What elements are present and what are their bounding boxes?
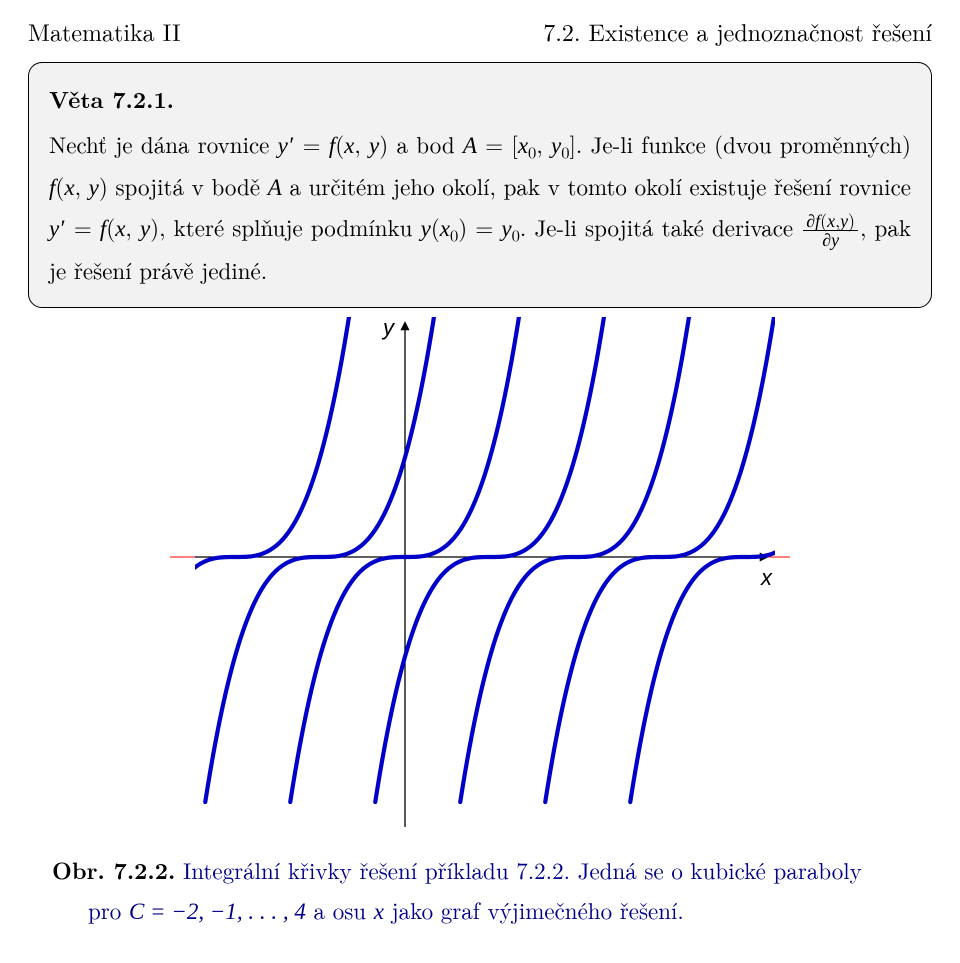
figure-caption: Obr. 7.2.2. Integrální křivky řešení pří… (28, 850, 932, 930)
caption-line2-pre: pro (88, 893, 129, 926)
theorem-box: Věta 7.2.1. Nechť je dána rovnice y ′ = … (28, 62, 932, 308)
svg-text:x: x (760, 565, 773, 590)
caption-line2-xvar: x (374, 899, 384, 924)
integral-curves-figure: yx (170, 312, 790, 832)
theorem-body: Nechť je dána rovnice y ′ = f(x, y) a bo… (49, 124, 911, 289)
caption-line1: Integrální křivky řešení příkladu 7.2.2.… (175, 853, 862, 886)
page-header: Matematika II 7.2. Existence a jednoznač… (28, 14, 932, 48)
header-left: Matematika II (28, 14, 181, 48)
caption-line2-post: a osu (306, 893, 374, 926)
svg-text:y: y (381, 315, 396, 340)
page: Matematika II 7.2. Existence a jednoznač… (0, 0, 960, 963)
header-right: 7.2. Existence a jednoznačnost řešení (543, 14, 932, 48)
caption-line2-math: C = −2, −1, . . . , 4 (129, 899, 306, 924)
theorem-title: Věta 7.2.1. (49, 79, 911, 118)
caption-label: Obr. 7.2.2. (52, 853, 175, 886)
caption-line2-end: jako graf výjimečného řešení. (384, 893, 684, 926)
figure-wrap: yx (28, 312, 932, 832)
